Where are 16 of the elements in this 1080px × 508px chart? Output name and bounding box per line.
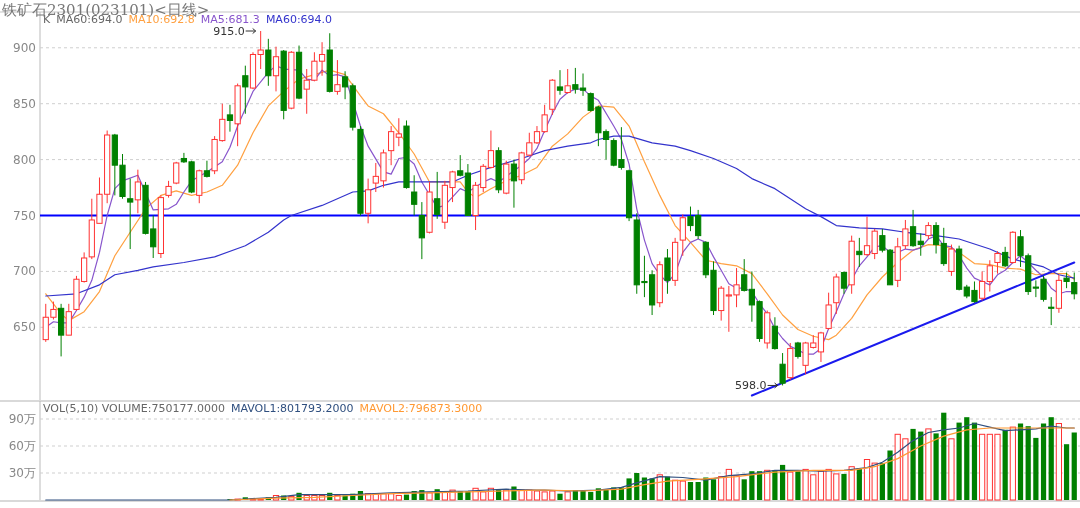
y-tick-label: 60万 [8,439,36,453]
y-tick-label: 90万 [8,412,36,426]
y-tick-label: 800 [13,152,36,167]
y-tick-label: 700 [13,264,36,279]
text: MA60:694.0 [265,13,333,26]
annotation: 915.0 [213,25,245,39]
y-tick-label: 900 [13,40,36,55]
y-tick-label: 850 [13,96,36,111]
annotation: 598.0 [735,379,767,393]
text: MAVOL1:801793.2000 [230,402,354,415]
annotation: VOL(5,10) VOLUME:750177.0000 [43,402,225,415]
text: MA5:681.3 [200,13,260,26]
text: MAVOL2:796873.3000 [359,402,483,415]
y-tick-label: 30万 [8,466,36,480]
y-tick-label: 750 [13,208,36,223]
y-tick-label: 650 [13,320,36,335]
